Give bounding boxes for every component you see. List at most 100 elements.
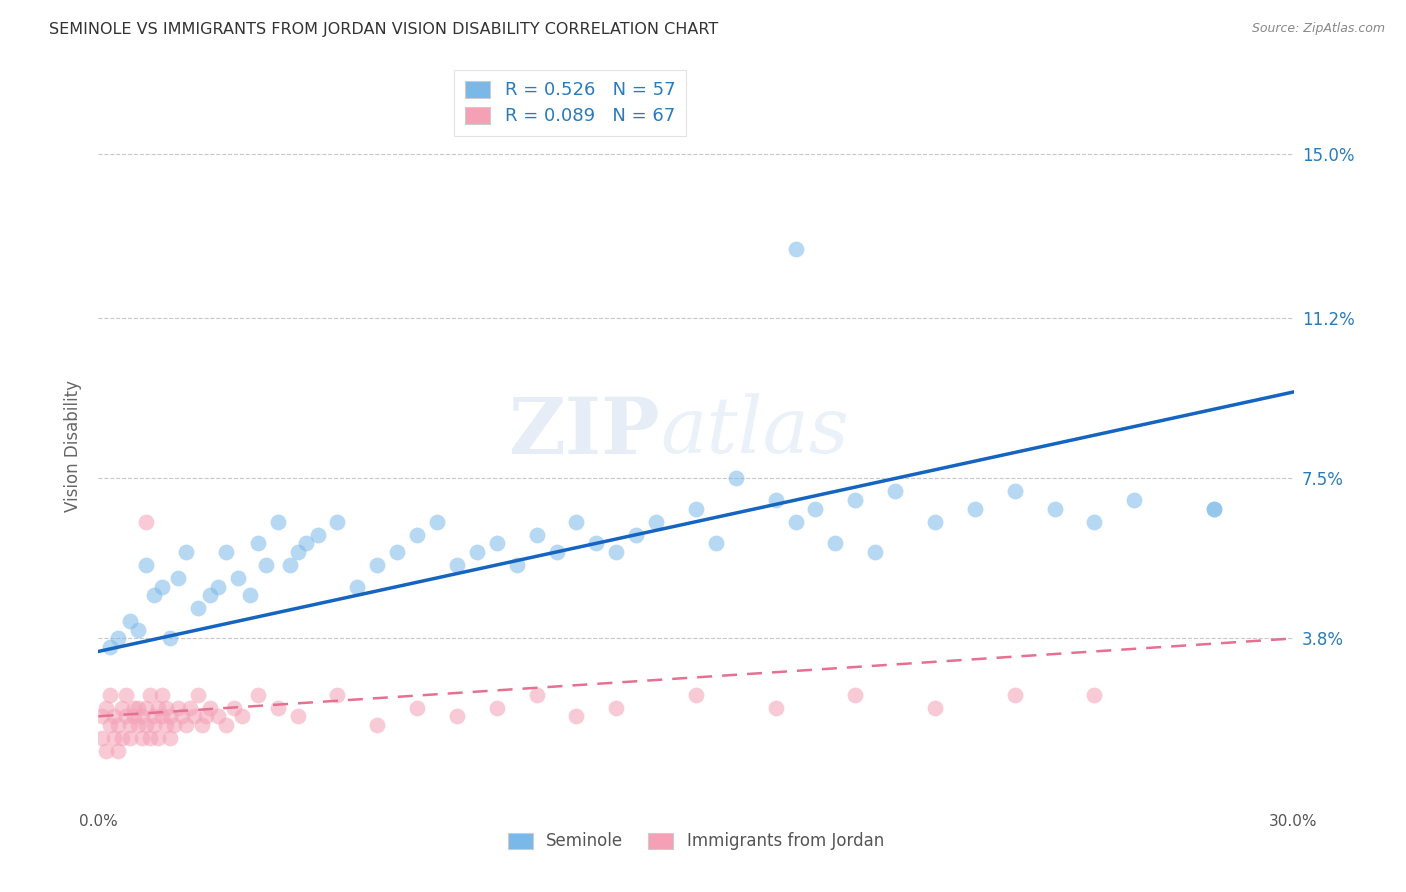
Point xyxy=(246,536,269,550)
Point xyxy=(207,709,229,723)
Point xyxy=(239,588,262,602)
Point xyxy=(159,632,181,646)
Text: ZIP: ZIP xyxy=(509,393,661,470)
Point xyxy=(585,536,607,550)
Point xyxy=(124,700,146,714)
Point xyxy=(626,527,648,541)
Point xyxy=(131,709,153,723)
Point xyxy=(326,688,349,702)
Point xyxy=(884,484,907,499)
Point xyxy=(148,700,170,714)
Point xyxy=(924,700,946,714)
Point xyxy=(565,515,588,529)
Point xyxy=(278,558,301,572)
Point xyxy=(195,709,218,723)
Point xyxy=(346,580,368,594)
Point xyxy=(1004,484,1026,499)
Point xyxy=(605,700,627,714)
Point xyxy=(179,700,201,714)
Point xyxy=(294,536,316,550)
Point xyxy=(207,580,229,594)
Point xyxy=(98,640,122,654)
Point xyxy=(107,718,129,732)
Point xyxy=(267,700,290,714)
Point xyxy=(385,545,409,559)
Point xyxy=(485,536,508,550)
Point xyxy=(167,571,190,585)
Text: SEMINOLE VS IMMIGRANTS FROM JORDAN VISION DISABILITY CORRELATION CHART: SEMINOLE VS IMMIGRANTS FROM JORDAN VISIO… xyxy=(49,22,718,37)
Point xyxy=(135,558,157,572)
Point xyxy=(120,718,142,732)
Point xyxy=(143,588,166,602)
Point xyxy=(139,688,162,702)
Point xyxy=(307,527,329,541)
Point xyxy=(1043,501,1066,516)
Point xyxy=(124,709,146,723)
Point xyxy=(150,709,173,723)
Point xyxy=(406,700,429,714)
Point xyxy=(183,709,205,723)
Point xyxy=(1123,493,1146,508)
Point xyxy=(685,501,707,516)
Point xyxy=(1083,688,1105,702)
Point xyxy=(605,545,627,559)
Point xyxy=(172,709,194,723)
Point xyxy=(98,718,122,732)
Point xyxy=(565,709,588,723)
Point xyxy=(446,709,468,723)
Point xyxy=(366,558,388,572)
Point xyxy=(366,718,388,732)
Point xyxy=(406,527,429,541)
Point xyxy=(135,718,157,732)
Point xyxy=(963,501,986,516)
Point xyxy=(704,536,727,550)
Point xyxy=(765,493,787,508)
Point xyxy=(198,588,221,602)
Point xyxy=(287,709,309,723)
Point xyxy=(174,545,197,559)
Point xyxy=(103,709,125,723)
Point xyxy=(174,718,197,732)
Point xyxy=(91,709,114,723)
Point xyxy=(127,700,149,714)
Point xyxy=(115,709,138,723)
Point xyxy=(446,558,468,572)
Point xyxy=(804,501,827,516)
Point xyxy=(150,688,173,702)
Point xyxy=(215,718,238,732)
Point xyxy=(187,688,209,702)
Point xyxy=(765,700,787,714)
Point xyxy=(226,571,249,585)
Point xyxy=(287,545,309,559)
Point xyxy=(485,700,508,714)
Point xyxy=(143,709,166,723)
Point xyxy=(844,493,866,508)
Point xyxy=(526,527,548,541)
Point xyxy=(155,700,177,714)
Point xyxy=(111,731,134,745)
Point xyxy=(120,731,142,745)
Point xyxy=(526,688,548,702)
Point xyxy=(785,515,807,529)
Point xyxy=(111,700,134,714)
Point xyxy=(645,515,668,529)
Point xyxy=(222,700,245,714)
Point xyxy=(127,623,149,637)
Point xyxy=(546,545,568,559)
Point xyxy=(844,688,866,702)
Point xyxy=(155,718,177,732)
Point xyxy=(98,688,122,702)
Legend: Seminole, Immigrants from Jordan: Seminole, Immigrants from Jordan xyxy=(499,824,893,859)
Point xyxy=(724,471,747,485)
Point xyxy=(426,515,449,529)
Point xyxy=(465,545,488,559)
Text: atlas: atlas xyxy=(661,393,849,470)
Point xyxy=(326,515,349,529)
Point xyxy=(148,731,170,745)
Point xyxy=(924,515,946,529)
Point xyxy=(1202,501,1225,516)
Point xyxy=(107,632,129,646)
Point xyxy=(163,718,186,732)
Point xyxy=(103,731,125,745)
Point xyxy=(150,580,173,594)
